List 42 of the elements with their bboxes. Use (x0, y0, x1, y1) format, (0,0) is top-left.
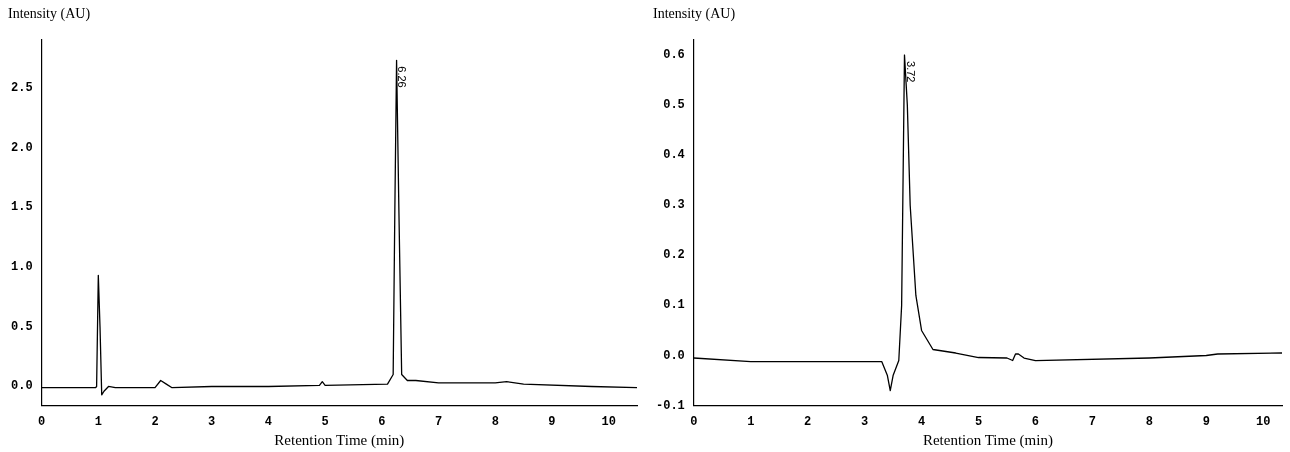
y-tick-label: 0.4 (663, 148, 685, 163)
x-tick-label: 5 (321, 414, 329, 429)
x-tick-label: 10 (601, 414, 616, 429)
x-tick-label: 8 (1145, 414, 1153, 429)
y-tick-label: 0.6 (663, 48, 685, 63)
x-tick-label: 3 (208, 414, 216, 429)
y-tick-label: 2.0 (10, 140, 33, 155)
x-tick-label: 9 (1202, 414, 1210, 429)
x-tick-label: 3 (861, 414, 869, 429)
y-tick-label: 0.2 (663, 248, 685, 263)
y-tick-label: 0.0 (10, 379, 33, 394)
y-axis-title: Intensity (AU) (653, 6, 736, 22)
x-axis-title: Retention Time (min) (274, 431, 405, 449)
x-tick-label: 10 (1256, 414, 1271, 429)
x-tick-label: 2 (151, 414, 159, 429)
x-tick-label: 7 (434, 414, 443, 429)
y-tick-label: 0.5 (663, 98, 685, 113)
annotation: 3.72 (904, 61, 917, 83)
y-tick-label: 0.3 (663, 198, 685, 213)
x-tick-label: 7 (1088, 414, 1096, 429)
x-tick-label: 0 (690, 414, 698, 429)
x-tick-label: 5 (974, 414, 983, 429)
annotation: 6.26 (395, 66, 408, 88)
y-tick-label: 2.5 (10, 80, 33, 95)
x-tick-label: 4 (264, 414, 273, 429)
y-tick-label: 1.5 (10, 200, 33, 215)
y-tick-label: -0.1 (655, 398, 685, 413)
x-tick-label: 0 (38, 414, 46, 429)
x-tick-label: 9 (548, 414, 556, 429)
x-tick-label: 6 (378, 414, 386, 429)
x-tick-label: 2 (804, 414, 812, 429)
x-tick-label: 1 (747, 414, 755, 429)
x-axis-title: Retention Time (min) (922, 431, 1053, 449)
x-tick-label: 4 (917, 414, 926, 429)
y-tick-label: 0.1 (663, 298, 685, 313)
y-axis-title: Intensity (AU) (8, 6, 91, 22)
x-tick-label: 8 (491, 414, 499, 429)
y-tick-label: 1.0 (10, 260, 33, 275)
x-tick-label: 1 (94, 414, 102, 429)
y-tick-label: 0.5 (10, 319, 33, 334)
x-tick-label: 6 (1031, 414, 1040, 429)
y-tick-label: 0.0 (663, 348, 685, 363)
